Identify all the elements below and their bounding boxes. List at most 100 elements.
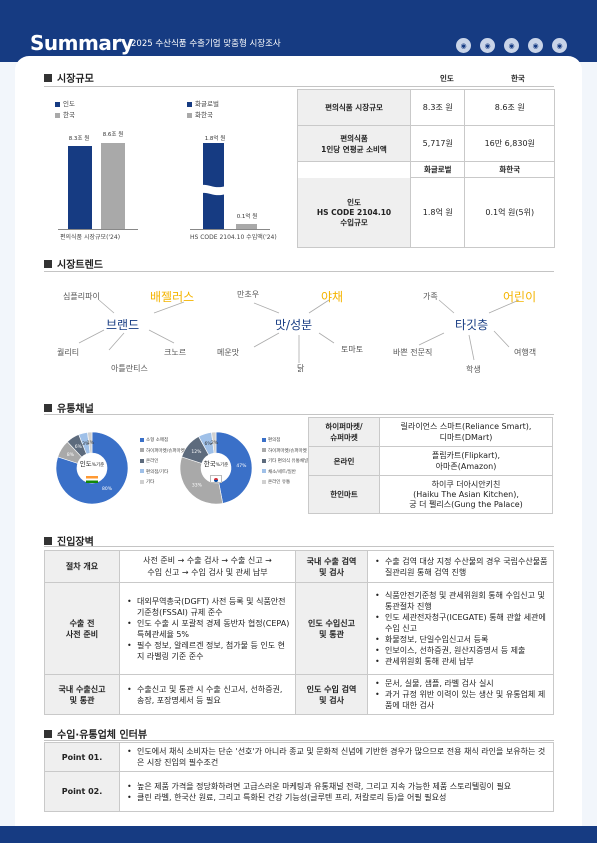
row-label: 인도 HS CODE 2104.10 수입규모 (297, 177, 411, 248)
divider (44, 414, 554, 415)
pie-label: 8% (67, 452, 75, 458)
col-header-korea: 한국 (511, 74, 525, 83)
trend-highlight: 어린이 (503, 290, 537, 304)
pie-korea-center: 한국%기준 (203, 460, 229, 469)
india-value: 8.3조 원 (409, 89, 466, 126)
korea-value: 16만 6,830원 (464, 125, 555, 162)
flag-korea-icon (210, 475, 222, 483)
col-header-global: 화글로벌 (409, 161, 466, 178)
korea-value: 8.6조 원 (464, 89, 555, 126)
bar-label-india: 8.3조 원 (68, 136, 90, 142)
row-value: 릴라이언스 스마트(Reliance Smart), 디마트(DMart) (379, 417, 553, 447)
bar-label-global: 1.8억 원 (204, 136, 226, 142)
bar-korea (101, 143, 125, 229)
row-label: 인도 수입신고 및 통관 (295, 582, 368, 675)
trend-word: 가족 (423, 292, 438, 301)
row-value: 수출 검역 대상 지정 수산물의 경우 국립수산물품질관리원 통해 검역 진행 (367, 550, 554, 583)
point-text: 인도에서 채식 소비자는 단순 '선호'가 아니라 종교 및 문화적 신념에 기… (119, 742, 554, 772)
row-label: 편의식품 1인당 연평균 소비액 (297, 125, 411, 162)
pie-slice (211, 431, 217, 454)
table-row: 하이퍼마켓/ 슈퍼마켓 릴라이언스 스마트(Reliance Smart), 디마… (308, 417, 553, 447)
table-row: Point 01. 인도에서 채식 소비자는 단순 '선호'가 아니라 종교 및… (44, 742, 554, 772)
pie-label: 12% (191, 449, 202, 455)
axis-line-2 (190, 229, 270, 230)
table-row: 인도 HS CODE 2104.10 수입규모 1.8억 원 0.1억 원(5위… (297, 177, 555, 248)
section-strategy: 진입장벽 (44, 533, 94, 548)
table-row: 화글로벌 화한국 (297, 161, 555, 178)
bar-label-korea: 8.6조 원 (102, 132, 124, 138)
header-icons: ◉ ◉ ◉ ◉ ◉ (456, 38, 567, 53)
trend-word: 심플리파이 (63, 292, 100, 301)
point-text: 높은 제품 가격을 정당화하려면 고급스러운 마케팅과 유통채널 전략, 그리고… (119, 771, 554, 812)
flag-india-icon (86, 476, 98, 483)
legend-global: 화글로벌 (187, 98, 219, 108)
legend-entry: 편의점/기타 (140, 468, 185, 479)
pie-india: 80% 8%6%3%1% (55, 431, 129, 505)
bar-label-korea-hs: 0.1억 원 (236, 214, 258, 220)
table-row: 편의식품 시장규모 8.3조 원 8.6조 원 (297, 89, 555, 126)
table-row: Point 02. 높은 제품 가격을 정당화하려면 고급스러운 마케팅과 유통… (44, 771, 554, 812)
legend-korea: 한국 (55, 109, 75, 119)
legend-entry: 소형 소매점 (140, 436, 185, 447)
col-header-korea-hs: 화한국 (464, 161, 555, 178)
trend-word: 학생 (466, 365, 481, 374)
row-label: 온라인 (308, 446, 380, 476)
trend-word: 닭 (297, 364, 305, 373)
point-label: Point 01. (44, 742, 120, 772)
trend-word: 토마토 (341, 345, 364, 354)
trend-word: 크노르 (164, 348, 187, 357)
axis-line (58, 229, 138, 230)
pie-label: 6% (205, 441, 213, 447)
india-value: 5,717원 (409, 125, 466, 162)
trend-word: 아틀란티스 (111, 364, 148, 373)
trend-highlight: 배젤러스 (150, 290, 195, 304)
table-row: 수출 전 사전 준비 대외무역총국(DGFT) 사전 등록 및 식품안전기준청(… (44, 582, 554, 675)
footer-bar (0, 826, 597, 843)
channel-table: 하이퍼마켓/ 슈퍼마켓 릴라이언스 스마트(Reliance Smart), 디마… (308, 417, 553, 514)
trend-highlight: 야채 (321, 290, 344, 304)
section-market-size: 시장규모 (44, 70, 94, 85)
table-row: 편의식품 1인당 연평균 소비액 5,717원 16만 6,830원 (297, 125, 555, 162)
pie-india-legend: 소형 소매점 하이퍼마켓/슈퍼마켓 온라인 편의점/기타 기타 (140, 436, 185, 489)
pie-label: 33% (192, 482, 203, 488)
axis-break (200, 184, 226, 196)
row-label: 편의식품 시장규모 (297, 89, 411, 126)
legend-entry: 하이퍼마켓/슈퍼마켓 (140, 447, 185, 458)
legend-entry: 하이퍼마켓/슈퍼마켓 (262, 447, 308, 458)
point-label: Point 02. (44, 771, 120, 812)
legend-entry: 채소/세트/일반 (262, 468, 308, 479)
row-label: 국내 수출신고 및 통관 (44, 674, 120, 715)
header-bar: Summary 2025 수산식품 수출기업 맞춤형 시장조사 ◉ ◉ ◉ ◉ … (0, 0, 597, 62)
legend-india: 인도 (55, 98, 75, 108)
pie-label: 47% (236, 463, 247, 469)
bowl-icon: ◉ (552, 38, 567, 53)
fish-icon: ◉ (456, 38, 471, 53)
legend-entry: 온라인 (140, 457, 185, 468)
trend-word: 만초우 (237, 290, 260, 299)
chart2-xlabel: HS CODE 2104.10 수입액('24) (190, 234, 277, 241)
page-title: Summary (30, 31, 134, 55)
row-value: 플립카트(Flipkart), 아마존(Amazon) (379, 446, 553, 476)
divider (44, 271, 554, 272)
pie-slice (179, 456, 224, 505)
bar-global (203, 143, 224, 229)
col-header-india: 인도 (440, 74, 454, 83)
box-icon: ◉ (528, 38, 543, 53)
strategy-table: 절차 개요 사전 준비 → 수출 검사 → 수출 신고 → 수입 신고 → 수입… (44, 550, 554, 715)
pie-india-center: 인도%기준 (79, 460, 105, 469)
shrimp-icon: ◉ (480, 38, 495, 53)
legend-entry: 기타 편의식 유통채널 (262, 457, 308, 468)
row-value: 대외무역총국(DGFT) 사전 등록 및 식품안전기준청(FSSAI) 규제 준… (119, 582, 296, 675)
legend-entry: 온라인 유통 (262, 478, 308, 489)
chart1-xlabel: 편의식품 시장규모('24) (60, 234, 121, 241)
section-channels: 유통채널 (44, 400, 94, 415)
divider (44, 740, 554, 741)
row-label: 인도 수입 검역 및 검사 (295, 674, 368, 715)
trend-word: 퀄리티 (57, 348, 80, 357)
legend-korea-hs: 화한국 (187, 109, 213, 119)
row-value: 하이쿠 더아시안키친 (Haiku The Asian Kitchen), 궁 … (379, 475, 553, 514)
page-subtitle: 2025 수산식품 수출기업 맞춤형 시장조사 (131, 39, 281, 49)
pie-label: 6% (75, 444, 83, 450)
india-value: 1.8억 원 (409, 177, 466, 248)
pie-korea: 47% 33% 12%6% 2% (179, 431, 253, 505)
